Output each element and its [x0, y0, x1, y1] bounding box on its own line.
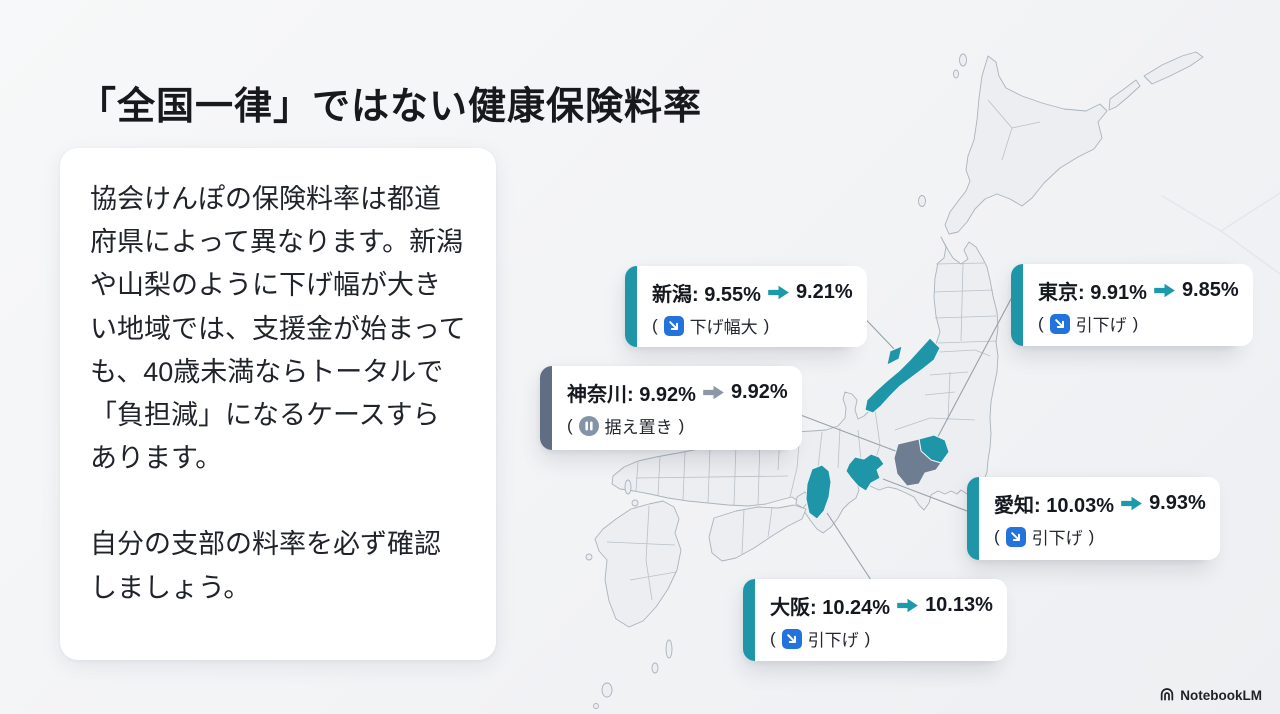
note-close-paren: ) — [864, 628, 871, 648]
map-region-aichi — [845, 453, 885, 492]
note-open-paren: ( — [994, 526, 1000, 546]
notebooklm-logo-icon — [1161, 688, 1174, 701]
map-shikoku — [708, 504, 807, 562]
rate-before: 東京: 9.91% — [1038, 282, 1147, 304]
map-region-kanagawa — [893, 438, 942, 487]
rate-after: 9.92% — [730, 381, 788, 403]
callout-accent-bar — [625, 266, 637, 347]
callout-accent-bar — [967, 477, 979, 560]
map-region-osaka — [805, 464, 832, 520]
rate-after: 9.21% — [795, 281, 853, 303]
right-arrow-icon — [768, 285, 789, 300]
note-close-paren: ) — [763, 315, 770, 335]
note-text: 据え置き — [604, 418, 673, 437]
map-region-sado — [886, 345, 903, 366]
callout-kanagawa: 神奈川: 9.92% 9.92% ( 据え置き) — [540, 366, 802, 450]
map-hokkaido — [944, 55, 1108, 235]
trend-down-icon — [1049, 313, 1070, 334]
rate-after: 9.85% — [1181, 279, 1239, 301]
connector-osaka — [826, 512, 872, 581]
callout-connectors — [789, 296, 1013, 581]
right-arrow-icon — [897, 598, 918, 613]
connector-kanagawa — [789, 410, 915, 459]
note-text: 引下げ — [807, 631, 859, 650]
rate-before: 新潟: 9.55% — [652, 284, 761, 306]
page-title: 「全国一律」ではない健康保険料率 — [78, 86, 703, 129]
callout-niigata: 新潟: 9.55% 9.21% ( 下げ幅大) — [625, 266, 867, 347]
description-paragraph-2: 自分の支部の料率を必ず確認しましょう。 — [90, 529, 441, 603]
note-open-paren: ( — [770, 628, 776, 648]
connector-aichi — [882, 478, 968, 512]
callout-aichi: 愛知: 10.03% 9.93% ( 引下げ) — [967, 477, 1220, 560]
right-arrow-icon — [1154, 283, 1175, 298]
rate-after: 10.13% — [925, 594, 993, 616]
rate-before: 大阪: 10.24% — [770, 597, 891, 619]
rate-after: 9.93% — [1149, 492, 1206, 514]
callout-accent-bar — [1011, 264, 1023, 346]
callout-tokyo: 東京: 9.91% 9.85% ( 引下げ) — [1011, 264, 1253, 346]
map-kyushu — [594, 500, 682, 628]
callout-osaka: 大阪: 10.24% 10.13% ( 引下げ) — [743, 579, 1007, 661]
note-close-paren: ) — [1132, 313, 1139, 333]
callout-accent-bar — [743, 579, 755, 661]
note-text: 下げ幅大 — [689, 318, 758, 337]
rate-before: 愛知: 10.03% — [994, 495, 1115, 517]
right-arrow-icon — [703, 385, 724, 400]
trend-down-icon — [663, 315, 684, 336]
trend-down-icon — [1005, 526, 1026, 547]
background-decoration-lines — [1161, 192, 1280, 275]
rate-before: 神奈川: 9.92% — [567, 384, 696, 406]
notebooklm-watermark: NotebookLM — [1159, 687, 1262, 703]
description-paragraph-1: 協会けんぽの保険料率は都道府県によって異なります。新潟や山梨のように下げ幅が大き… — [90, 184, 466, 474]
note-open-paren: ( — [652, 315, 658, 335]
map-region-niigata — [864, 337, 941, 414]
highlighted-regions — [805, 337, 950, 520]
note-close-paren: ) — [1088, 526, 1095, 546]
connector-tokyo — [932, 296, 1013, 447]
right-arrow-icon — [1121, 496, 1142, 511]
trend-down-icon — [781, 628, 802, 649]
description-card: 協会けんぽの保険料率は都道府県によって異なります。新潟や山梨のように下げ幅が大き… — [60, 148, 496, 660]
note-text: 引下げ — [1075, 316, 1127, 335]
note-close-paren: ) — [678, 415, 685, 435]
pause-icon — [578, 415, 599, 436]
note-open-paren: ( — [1038, 313, 1044, 333]
callout-accent-bar — [540, 366, 552, 450]
note-text: 引下げ — [1031, 529, 1083, 548]
note-open-paren: ( — [567, 415, 573, 435]
notebooklm-logo-text: NotebookLM — [1180, 687, 1262, 703]
